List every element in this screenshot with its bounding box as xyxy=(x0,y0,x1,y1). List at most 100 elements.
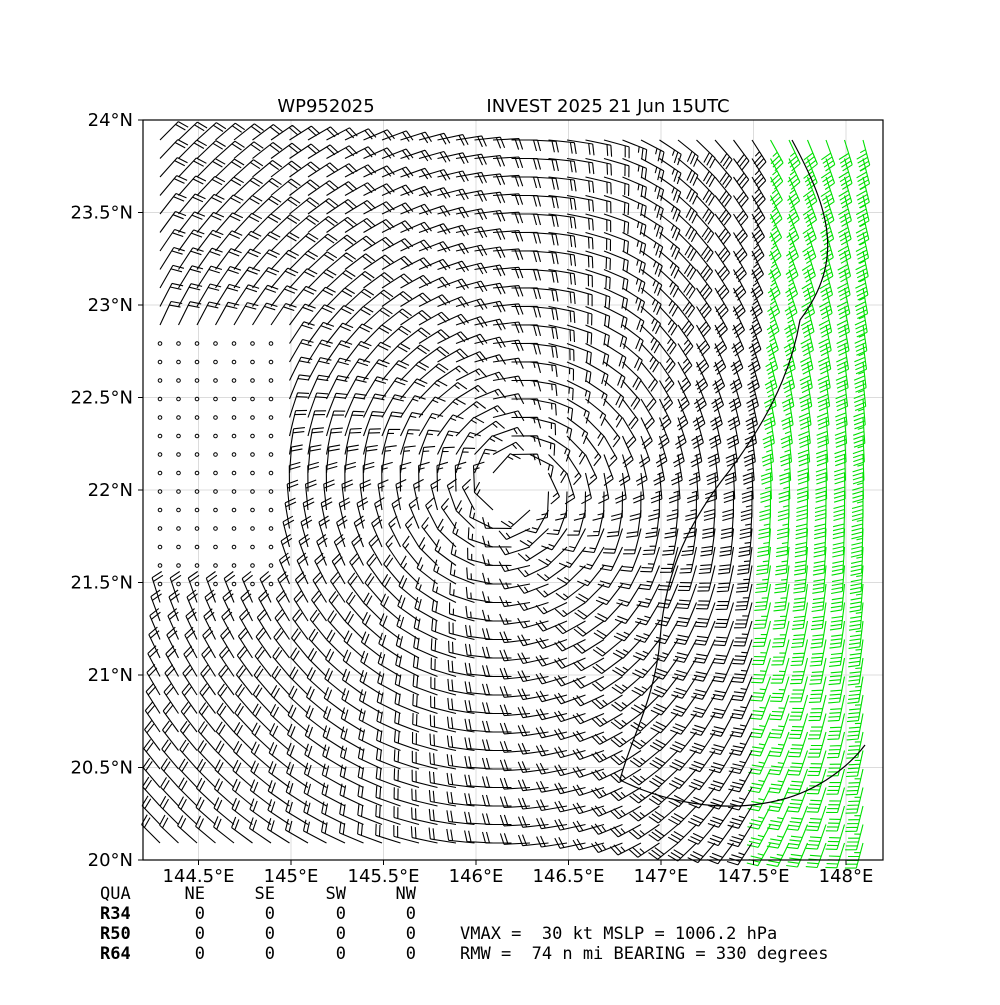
table-header: SE xyxy=(255,884,275,904)
wind-barb xyxy=(554,602,586,618)
wind-barb xyxy=(597,565,623,589)
wind-barb xyxy=(632,639,660,661)
wind-barb xyxy=(357,803,383,826)
wind-barb xyxy=(196,140,226,159)
wind-barb xyxy=(787,176,801,209)
wind-barb xyxy=(572,730,605,743)
wind-barb xyxy=(344,164,377,178)
wind-barb xyxy=(763,380,777,412)
wind-barb xyxy=(455,351,488,363)
wind-barb xyxy=(412,693,438,715)
wind-barb xyxy=(529,176,559,190)
wind-barb xyxy=(219,645,235,677)
wind-barb xyxy=(430,657,457,678)
wind-barb xyxy=(159,210,187,233)
wind-barb xyxy=(829,639,846,667)
wind-barb xyxy=(750,676,772,702)
calm-marker xyxy=(250,415,255,420)
wind-barb xyxy=(499,631,531,644)
wind-barb xyxy=(753,602,772,629)
calm-marker xyxy=(268,563,274,568)
wind-barb xyxy=(732,287,746,320)
wind-barb xyxy=(469,505,494,529)
wind-barb xyxy=(640,158,665,183)
wind-barb xyxy=(379,613,401,640)
wind-barb xyxy=(326,127,358,141)
wind-barb xyxy=(418,311,450,326)
wind-barb xyxy=(829,620,846,649)
wind-barb xyxy=(763,398,776,430)
wind-barb xyxy=(326,163,358,178)
wind-barb xyxy=(236,646,253,677)
wind-barb xyxy=(418,223,451,235)
calm-marker xyxy=(250,396,255,402)
wind-barb xyxy=(629,768,660,786)
wind-barb xyxy=(222,589,235,622)
wind-barb xyxy=(166,626,179,659)
wind-barb xyxy=(628,824,660,840)
wind-barb xyxy=(800,324,814,357)
wind-barb xyxy=(363,219,395,233)
wind-barb xyxy=(677,139,699,167)
wind-barb xyxy=(546,509,568,535)
wind-barb xyxy=(418,258,451,271)
wind-barb xyxy=(579,546,605,570)
wind-barb xyxy=(340,707,364,733)
wind-barb xyxy=(307,180,339,196)
wind-barb xyxy=(449,582,475,604)
wind-barb xyxy=(733,250,747,283)
calm-marker xyxy=(157,489,163,494)
wind-barb xyxy=(797,435,811,467)
calm-marker xyxy=(250,359,255,365)
calm-marker xyxy=(231,581,237,587)
wind-barb xyxy=(613,620,642,642)
wind-barb xyxy=(591,694,623,710)
wind-barb xyxy=(747,787,771,812)
wind-barb xyxy=(649,768,679,788)
wind-barb xyxy=(729,361,743,394)
wind-barb xyxy=(610,805,642,820)
wind-barb xyxy=(710,694,734,719)
wind-barb xyxy=(603,324,628,350)
calm-marker xyxy=(250,470,255,476)
wind-barb xyxy=(307,374,330,400)
wind-barb xyxy=(566,324,593,345)
wind-barb xyxy=(611,694,642,712)
wind-barb xyxy=(805,824,827,850)
wind-barb xyxy=(159,264,185,289)
wind-barb xyxy=(730,343,744,375)
wind-barb xyxy=(326,322,354,344)
wind-barb xyxy=(696,139,716,169)
wind-barb xyxy=(529,213,559,228)
wind-barb xyxy=(418,537,438,566)
wind-barb xyxy=(585,157,612,176)
wind-barb xyxy=(591,750,623,763)
wind-barb xyxy=(566,417,589,445)
wind-barb xyxy=(289,268,318,289)
wind-barb xyxy=(400,309,431,326)
wind-barb xyxy=(182,664,198,696)
wind-barb xyxy=(591,713,623,727)
wind-barb xyxy=(455,226,488,239)
wind-barb xyxy=(399,429,420,455)
calm-marker xyxy=(268,507,274,513)
wind-barb xyxy=(448,602,475,622)
wind-barb xyxy=(499,667,531,680)
title-right: INVEST 2025 21 Jun 15UTC xyxy=(486,96,729,117)
y-tick-label: 24°N xyxy=(88,110,133,131)
wind-barb xyxy=(252,249,280,270)
wind-barb xyxy=(711,657,735,683)
wind-barb xyxy=(201,645,216,677)
wind-barb xyxy=(215,176,244,196)
calm-marker xyxy=(213,581,218,587)
wind-barb xyxy=(759,491,772,522)
wind-barb xyxy=(662,528,679,556)
wind-barb xyxy=(240,589,253,622)
wind-barb xyxy=(714,602,735,628)
wind-barb xyxy=(363,236,395,252)
wind-barb xyxy=(437,365,469,381)
wind-barb xyxy=(455,171,487,184)
wind-barb xyxy=(363,147,395,160)
calm-marker xyxy=(194,526,200,531)
wind-barb xyxy=(659,287,679,317)
